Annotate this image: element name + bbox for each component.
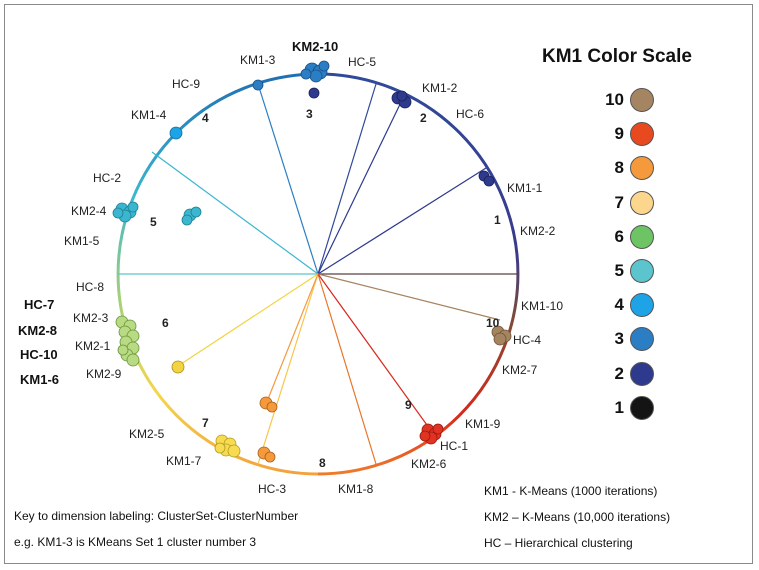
- cluster-number-4: 4: [202, 111, 209, 125]
- cluster-number-3: 3: [306, 107, 313, 121]
- point-cluster-5: [112, 201, 202, 226]
- label-km2-8: KM2-8: [18, 323, 57, 338]
- legend-swatch: [630, 122, 654, 147]
- label-km1-6: KM1-6: [20, 372, 59, 387]
- cluster-number-10: 10: [486, 316, 500, 330]
- label-hc-5: HC-5: [348, 55, 376, 69]
- legend-item-label: 6: [614, 226, 624, 246]
- legend-swatch: [630, 88, 654, 112]
- label-km1-10: KM1-10: [521, 299, 563, 313]
- legend-item: 6: [588, 224, 668, 251]
- point-cluster-10: [491, 325, 512, 346]
- label-hc-1: HC-1: [440, 439, 468, 453]
- point-cluster-8: [257, 396, 278, 463]
- label-km1-2: KM1-2: [422, 81, 458, 95]
- legend-swatch: [630, 259, 654, 283]
- abbr-hc: HC – Hierarchical clustering: [484, 536, 633, 550]
- legend-swatch: [630, 327, 654, 352]
- label-hc-3: HC-3: [258, 482, 286, 496]
- legend-item: 8: [588, 156, 668, 182]
- abbr-km2: KM2 – K-Means (10,000 iterations): [484, 510, 671, 524]
- legend-item: 9: [588, 122, 668, 148]
- label-km2-4: KM2-4: [71, 204, 107, 218]
- legend-item: 10: [588, 88, 668, 114]
- label-hc-2: HC-2: [93, 171, 121, 185]
- legend-swatch: [630, 190, 654, 215]
- label-km2-6: KM2-6: [411, 457, 447, 471]
- legend-swatch: [630, 395, 654, 420]
- abbr-km1: KM1 - K-Means (1000 iterations): [484, 484, 658, 498]
- legend-item: 1: [588, 395, 668, 422]
- legend-swatch: [630, 361, 654, 386]
- point-cluster-3: [300, 60, 330, 83]
- legend-item-label: 10: [605, 90, 624, 109]
- label-km2-2: KM2-2: [520, 224, 556, 238]
- label-km2-10: KM2-10: [292, 39, 338, 54]
- legend-item: 3: [588, 327, 668, 353]
- label-hc-4: HC-4: [513, 333, 541, 347]
- label-km1-7: KM1-7: [166, 454, 202, 468]
- legend-title: KM1 Color Scale: [542, 46, 692, 67]
- cluster-number-1: 1: [494, 213, 501, 227]
- label-hc-9: HC-9: [172, 77, 200, 91]
- label-km2-3: KM2-3: [73, 311, 109, 325]
- figure-frame: [4, 4, 753, 564]
- label-hc-7: HC-7: [24, 297, 54, 312]
- legend-item-label: 5: [614, 261, 624, 280]
- point-cluster-3b: [308, 87, 320, 99]
- label-km1-8: KM1-8: [338, 482, 374, 496]
- legend-item: 4: [588, 293, 668, 319]
- legend-item-label: 9: [614, 124, 624, 144]
- point-cluster-2: [391, 90, 412, 109]
- label-hc-6: HC-6: [456, 107, 484, 121]
- legend-item-label: 4: [614, 295, 624, 315]
- label-hc-10: HC-10: [20, 347, 58, 362]
- legend-item-label: 7: [614, 192, 624, 212]
- legend-item-label: 1: [614, 397, 624, 417]
- label-km2-7: KM2-7: [502, 363, 538, 377]
- legend-swatch: [630, 293, 654, 318]
- point-km1-3: [252, 79, 264, 91]
- legend-item-label: 3: [614, 329, 624, 349]
- legend-item-label: 8: [614, 158, 624, 178]
- label-km2-9: KM2-9: [86, 367, 122, 381]
- point-cluster-6: [115, 315, 140, 367]
- point-cluster-7: [214, 434, 241, 458]
- cluster-number-5: 5: [150, 215, 157, 229]
- label-km2-1: KM2-1: [75, 339, 111, 353]
- legend-item: 7: [588, 190, 668, 217]
- legend-swatch: [630, 224, 654, 249]
- point-cluster-4: [169, 126, 183, 140]
- label-hc-8: HC-8: [76, 280, 104, 294]
- label-km1-5: KM1-5: [64, 234, 100, 248]
- cluster-numbers: 3 2 4 1 5 6 10 7 9 8: [150, 107, 501, 470]
- legend-item-label: 2: [614, 363, 624, 383]
- label-km1-1: KM1-1: [507, 181, 543, 195]
- label-km1-3: KM1-3: [240, 53, 276, 67]
- label-km1-4: KM1-4: [131, 108, 167, 122]
- legend-item: 5: [588, 259, 668, 285]
- point-cluster-6b: [171, 360, 185, 374]
- left-bold-labels: HC-7 KM2-8 HC-10 KM1-6: [18, 297, 59, 387]
- cluster-number-8: 8: [319, 456, 326, 470]
- label-km2-5: KM2-5: [129, 427, 165, 441]
- dimension-labels: KM2-10 KM1-3 HC-5 HC-9 KM1-2 HC-6 KM1-4 …: [64, 39, 563, 496]
- label-km1-9: KM1-9: [465, 417, 501, 431]
- cluster-number-2: 2: [420, 111, 427, 125]
- key-note-line2: e.g. KM1-3 is KMeans Set 1 cluster numbe…: [14, 535, 257, 549]
- cluster-number-6: 6: [162, 316, 169, 330]
- key-note-line1: Key to dimension labeling: ClusterSet-Cl…: [14, 509, 299, 523]
- spokes: [118, 83, 518, 465]
- cluster-number-7: 7: [202, 416, 209, 430]
- legend-swatch: [630, 156, 654, 181]
- point-cluster-9: [419, 423, 444, 445]
- cluster-number-9: 9: [405, 398, 412, 412]
- legend-item: 2: [588, 361, 668, 388]
- point-cluster-1: [478, 170, 495, 187]
